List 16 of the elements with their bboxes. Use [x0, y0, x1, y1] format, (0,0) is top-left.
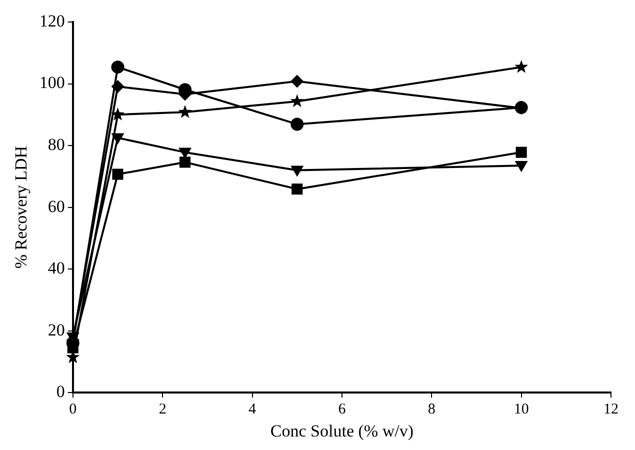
- y-tick-label: 80: [48, 135, 65, 154]
- x-tick-label: 0: [69, 402, 77, 418]
- x-tick-label: 8: [428, 402, 436, 418]
- y-tick-label: 60: [48, 196, 65, 216]
- y-tick-label: 120: [39, 11, 65, 30]
- x-tick-label: 12: [604, 402, 618, 418]
- y-tick-label: 40: [48, 258, 65, 278]
- x-tick-label: 10: [514, 402, 529, 418]
- y-tick-label: 20: [48, 320, 65, 340]
- x-tick-label: 4: [248, 402, 257, 418]
- x-axis-title: Conc Solute (% w/v): [270, 421, 414, 440]
- y-tick-label: 0: [56, 382, 65, 402]
- y-axis-title: % Recovery LDH: [12, 146, 31, 269]
- y-tick-label: 100: [39, 73, 65, 92]
- x-tick-label: 2: [158, 402, 166, 418]
- x-tick-label: 6: [338, 402, 346, 418]
